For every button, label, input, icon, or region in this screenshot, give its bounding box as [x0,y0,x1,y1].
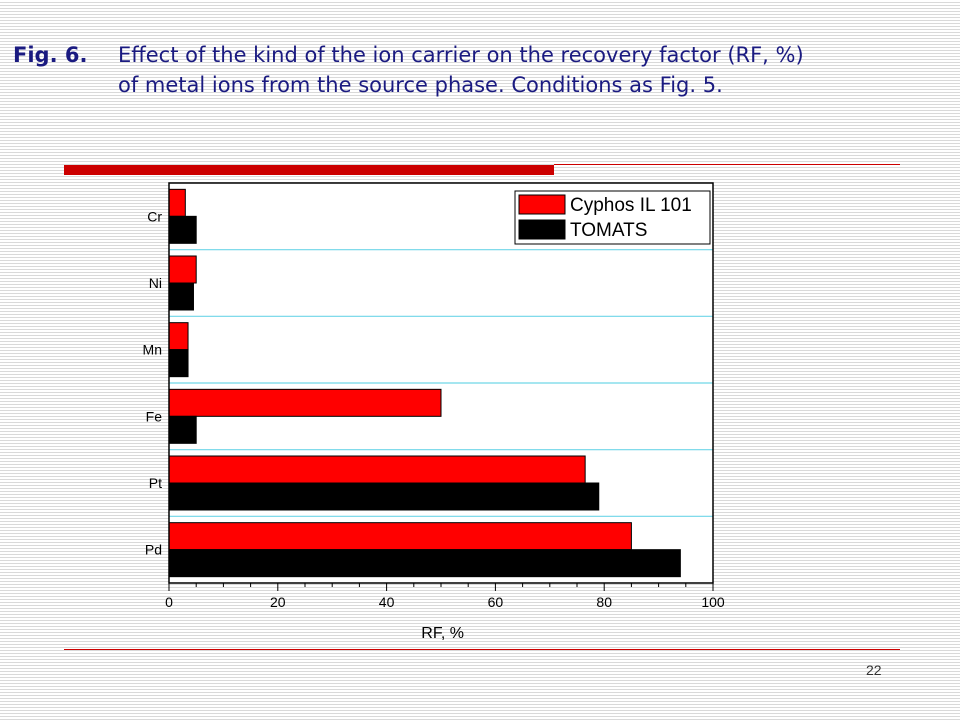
bar-fe-series-2 [168,415,197,444]
bar-pt-series-1 [168,455,586,484]
caption-line-1: Effect of the kind of the ion carrier on… [118,43,804,67]
bottom-divider [64,649,900,650]
bar-pd-series-1 [168,522,632,551]
x-tick-label: 80 [596,594,612,610]
bar-mn-series-1 [168,322,189,351]
caption-line-2: of metal ions from the source phase. Con… [118,73,723,97]
legend-swatch-series-1 [518,194,566,215]
bar-fe-series-1 [168,388,442,417]
bar-cr-series-1 [168,188,186,217]
legend-label-series-2: TOMATS [570,220,647,241]
x-tick-label: 0 [165,594,173,610]
y-tick-label: Cr [147,208,162,224]
bar-ni-series-2 [168,282,194,311]
page-number: 22 [866,662,882,678]
y-tick-label: Fe [146,408,163,424]
y-tick-label: Pd [145,542,162,558]
legend-swatch-series-2 [518,219,566,240]
x-axis-label: RF, % [421,625,464,640]
caption-figure-label: Fig. 6. [13,43,88,67]
bar-mn-series-2 [168,349,189,378]
bar-pt-series-2 [168,482,600,511]
bar-chart: Cr Ni Mn Fe Pt Pd 0 20 40 60 80 100 RF, % Cyphos IL 1… [143,182,725,640]
x-tick-label: 40 [379,594,395,610]
x-tick-label: 20 [270,594,286,610]
figure-caption: Fig. 6. Effect of the kind of the ion ca… [0,0,960,110]
decorative-red-rule [554,164,900,165]
legend-label-series-1: Cyphos IL 101 [570,195,692,216]
bar-cr-series-2 [168,215,197,244]
x-tick-label: 60 [488,594,504,610]
y-tick-label: Ni [149,275,162,291]
decorative-red-bar [64,165,554,175]
y-tick-label: Mn [143,342,162,358]
y-tick-label: Pt [149,475,162,491]
bar-ni-series-1 [168,255,197,284]
bar-pd-series-2 [168,549,681,578]
x-tick-label: 100 [701,594,725,610]
